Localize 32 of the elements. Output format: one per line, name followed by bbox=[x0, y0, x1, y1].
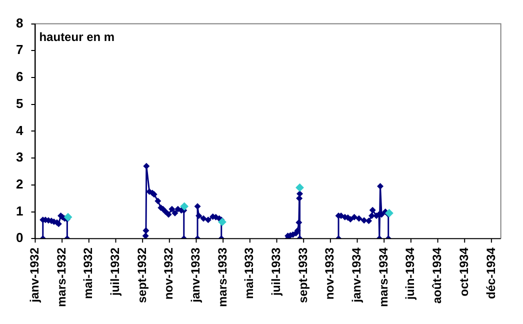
point bbox=[296, 184, 304, 192]
point bbox=[180, 202, 188, 210]
y-tick-label: 6 bbox=[16, 69, 24, 84]
x-tick-label: mars-1934 bbox=[376, 247, 390, 308]
x-tick-label: déc-1934 bbox=[484, 247, 498, 299]
y-tick-label: 0 bbox=[16, 230, 24, 246]
point bbox=[218, 218, 226, 226]
x-tick-label: mai-1932 bbox=[81, 247, 96, 299]
x-tick-label: janv-1934 bbox=[350, 247, 364, 304]
x-tick-label: janv-1933 bbox=[188, 247, 203, 304]
y-tick-label: 8 bbox=[16, 15, 24, 30]
x-tick-label: août-1934 bbox=[430, 247, 444, 304]
y-tick-label: 1 bbox=[16, 203, 24, 218]
x-tick-label: janv-1932 bbox=[28, 247, 42, 304]
x-tick-label: nov-1933 bbox=[322, 247, 337, 300]
y-tick-label: 3 bbox=[16, 150, 24, 165]
x-tick-label: oct-1934 bbox=[456, 247, 471, 296]
y-tick-label: 4 bbox=[16, 122, 24, 138]
x-tick-label: sept-1933 bbox=[296, 247, 310, 303]
y-tick-label: 5 bbox=[16, 96, 24, 111]
x-tick-label: nov-1932 bbox=[162, 247, 176, 300]
x-tick-label: juil-1932 bbox=[108, 247, 122, 297]
x-tick-label: mars-1933 bbox=[215, 247, 230, 308]
x-tick-label: juin-1934 bbox=[403, 247, 418, 301]
y-tick-label: 7 bbox=[16, 42, 24, 58]
point bbox=[64, 213, 72, 222]
x-tick-label: mai-1933 bbox=[242, 247, 256, 299]
y-tick-label: 2 bbox=[16, 176, 24, 192]
y-axis-title: hauteur en m bbox=[39, 30, 115, 44]
x-tick-label: sept-1932 bbox=[134, 247, 149, 303]
x-tick-label: mars-1932 bbox=[54, 247, 68, 308]
x-tick-label: juil-1933 bbox=[269, 247, 284, 297]
